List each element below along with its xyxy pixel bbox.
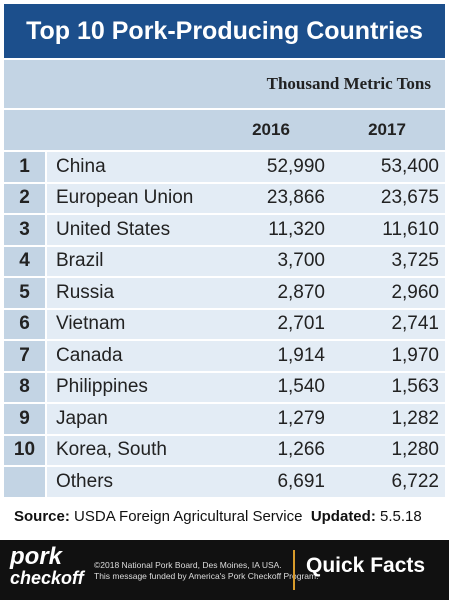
source-label: Source:	[14, 508, 70, 525]
country: United States	[56, 218, 171, 240]
value: 6,722	[391, 470, 439, 492]
row: Canada 1,914 1,970	[47, 341, 445, 371]
rank: 10	[13, 439, 36, 461]
country: Japan	[56, 407, 108, 429]
title: Top 10 Pork-Producing Countries	[4, 4, 445, 58]
rank: 9	[19, 407, 30, 429]
value: 1,282	[391, 407, 439, 429]
value: 2,701	[277, 313, 325, 335]
value: 2,741	[391, 313, 439, 335]
value: 2,960	[391, 281, 439, 303]
value: 1,563	[391, 376, 439, 398]
year: 2016	[252, 120, 290, 139]
value: 23,675	[380, 187, 439, 209]
source-line: Source: USDA Foreign Agricultural Servic…	[14, 508, 422, 525]
rank-cell: 6	[4, 309, 45, 340]
country: Brazil	[56, 250, 104, 272]
rank-cell: 10	[4, 435, 45, 466]
logo-top: pork	[10, 543, 63, 570]
country: Vietnam	[56, 313, 126, 335]
rank: 3	[19, 218, 30, 240]
row: Vietnam 2,701 2,741	[47, 309, 445, 340]
value: 1,279	[277, 407, 325, 429]
brand-bar: pork checkoff ©2018 National Pork Board,…	[0, 540, 449, 600]
value: 11,610	[382, 218, 439, 240]
rank-cell: 4	[4, 246, 45, 277]
country: European Union	[56, 187, 194, 209]
value: 53,400	[380, 155, 439, 177]
source: USDA Foreign Agricultural Service	[74, 508, 303, 525]
tagline: Quick Facts	[306, 554, 426, 577]
rank: 7	[19, 344, 30, 366]
row: European Union 23,866 23,675	[47, 183, 445, 214]
updated-label: Updated:	[310, 508, 376, 525]
rank: 2	[19, 187, 30, 209]
rank: 5	[19, 281, 30, 303]
value: 1,540	[277, 376, 325, 398]
rank-cell: 9	[4, 404, 45, 434]
country: Russia	[56, 281, 115, 303]
rank-cell: 2	[4, 183, 45, 214]
divider	[293, 550, 295, 590]
row: Others 6,691 6,722	[47, 467, 445, 497]
row: Philippines 1,540 1,563	[47, 372, 445, 403]
rank-cell: 5	[4, 278, 45, 308]
row: United States 11,320 11,610	[47, 215, 445, 245]
rank-cell: 7	[4, 341, 45, 371]
value: 23,866	[266, 187, 325, 209]
notice-line: This message funded by America's Pork Ch…	[94, 571, 319, 581]
value: 1,266	[277, 439, 325, 461]
value: 2,870	[277, 281, 325, 303]
notice: ©2018 National Pork Board, Des Moines, I…	[94, 560, 318, 582]
country: China	[56, 155, 106, 177]
country: Canada	[56, 344, 123, 366]
rank: 1	[19, 155, 30, 177]
value: 3,725	[391, 250, 439, 272]
rank: 4	[19, 250, 30, 272]
country: Philippines	[56, 376, 148, 398]
rank-cell	[4, 467, 45, 497]
value: 6,691	[277, 470, 325, 492]
rank-cell: 1	[4, 152, 45, 182]
row: China 52,990 53,400	[47, 152, 445, 182]
row: Brazil 3,700 3,725	[47, 246, 445, 277]
value: 52,990	[266, 155, 325, 177]
updated: 5.5.18	[379, 508, 422, 525]
year: 2017	[368, 120, 406, 139]
value: 3,700	[277, 250, 325, 272]
country: Others	[56, 470, 114, 492]
value: 1,280	[391, 439, 439, 461]
rank: 6	[19, 313, 30, 335]
rank: 8	[19, 376, 30, 398]
year-header: 2016 2017	[4, 110, 445, 150]
country: Korea, South	[56, 439, 167, 461]
logo-bottom: checkoff	[10, 568, 84, 588]
rank-cell: 8	[4, 372, 45, 403]
row: Korea, South 1,266 1,280	[47, 435, 445, 466]
rank-cell: 3	[4, 215, 45, 245]
notice-line: ©2018 National Pork Board, Des Moines, I…	[94, 560, 282, 570]
value: 1,970	[391, 344, 439, 366]
value: 1,914	[277, 344, 325, 366]
value: 11,320	[268, 218, 325, 240]
row: Russia 2,870 2,960	[47, 278, 445, 308]
unit-header: Thousand Metric Tons	[4, 60, 445, 108]
row: Japan 1,279 1,282	[47, 404, 445, 434]
